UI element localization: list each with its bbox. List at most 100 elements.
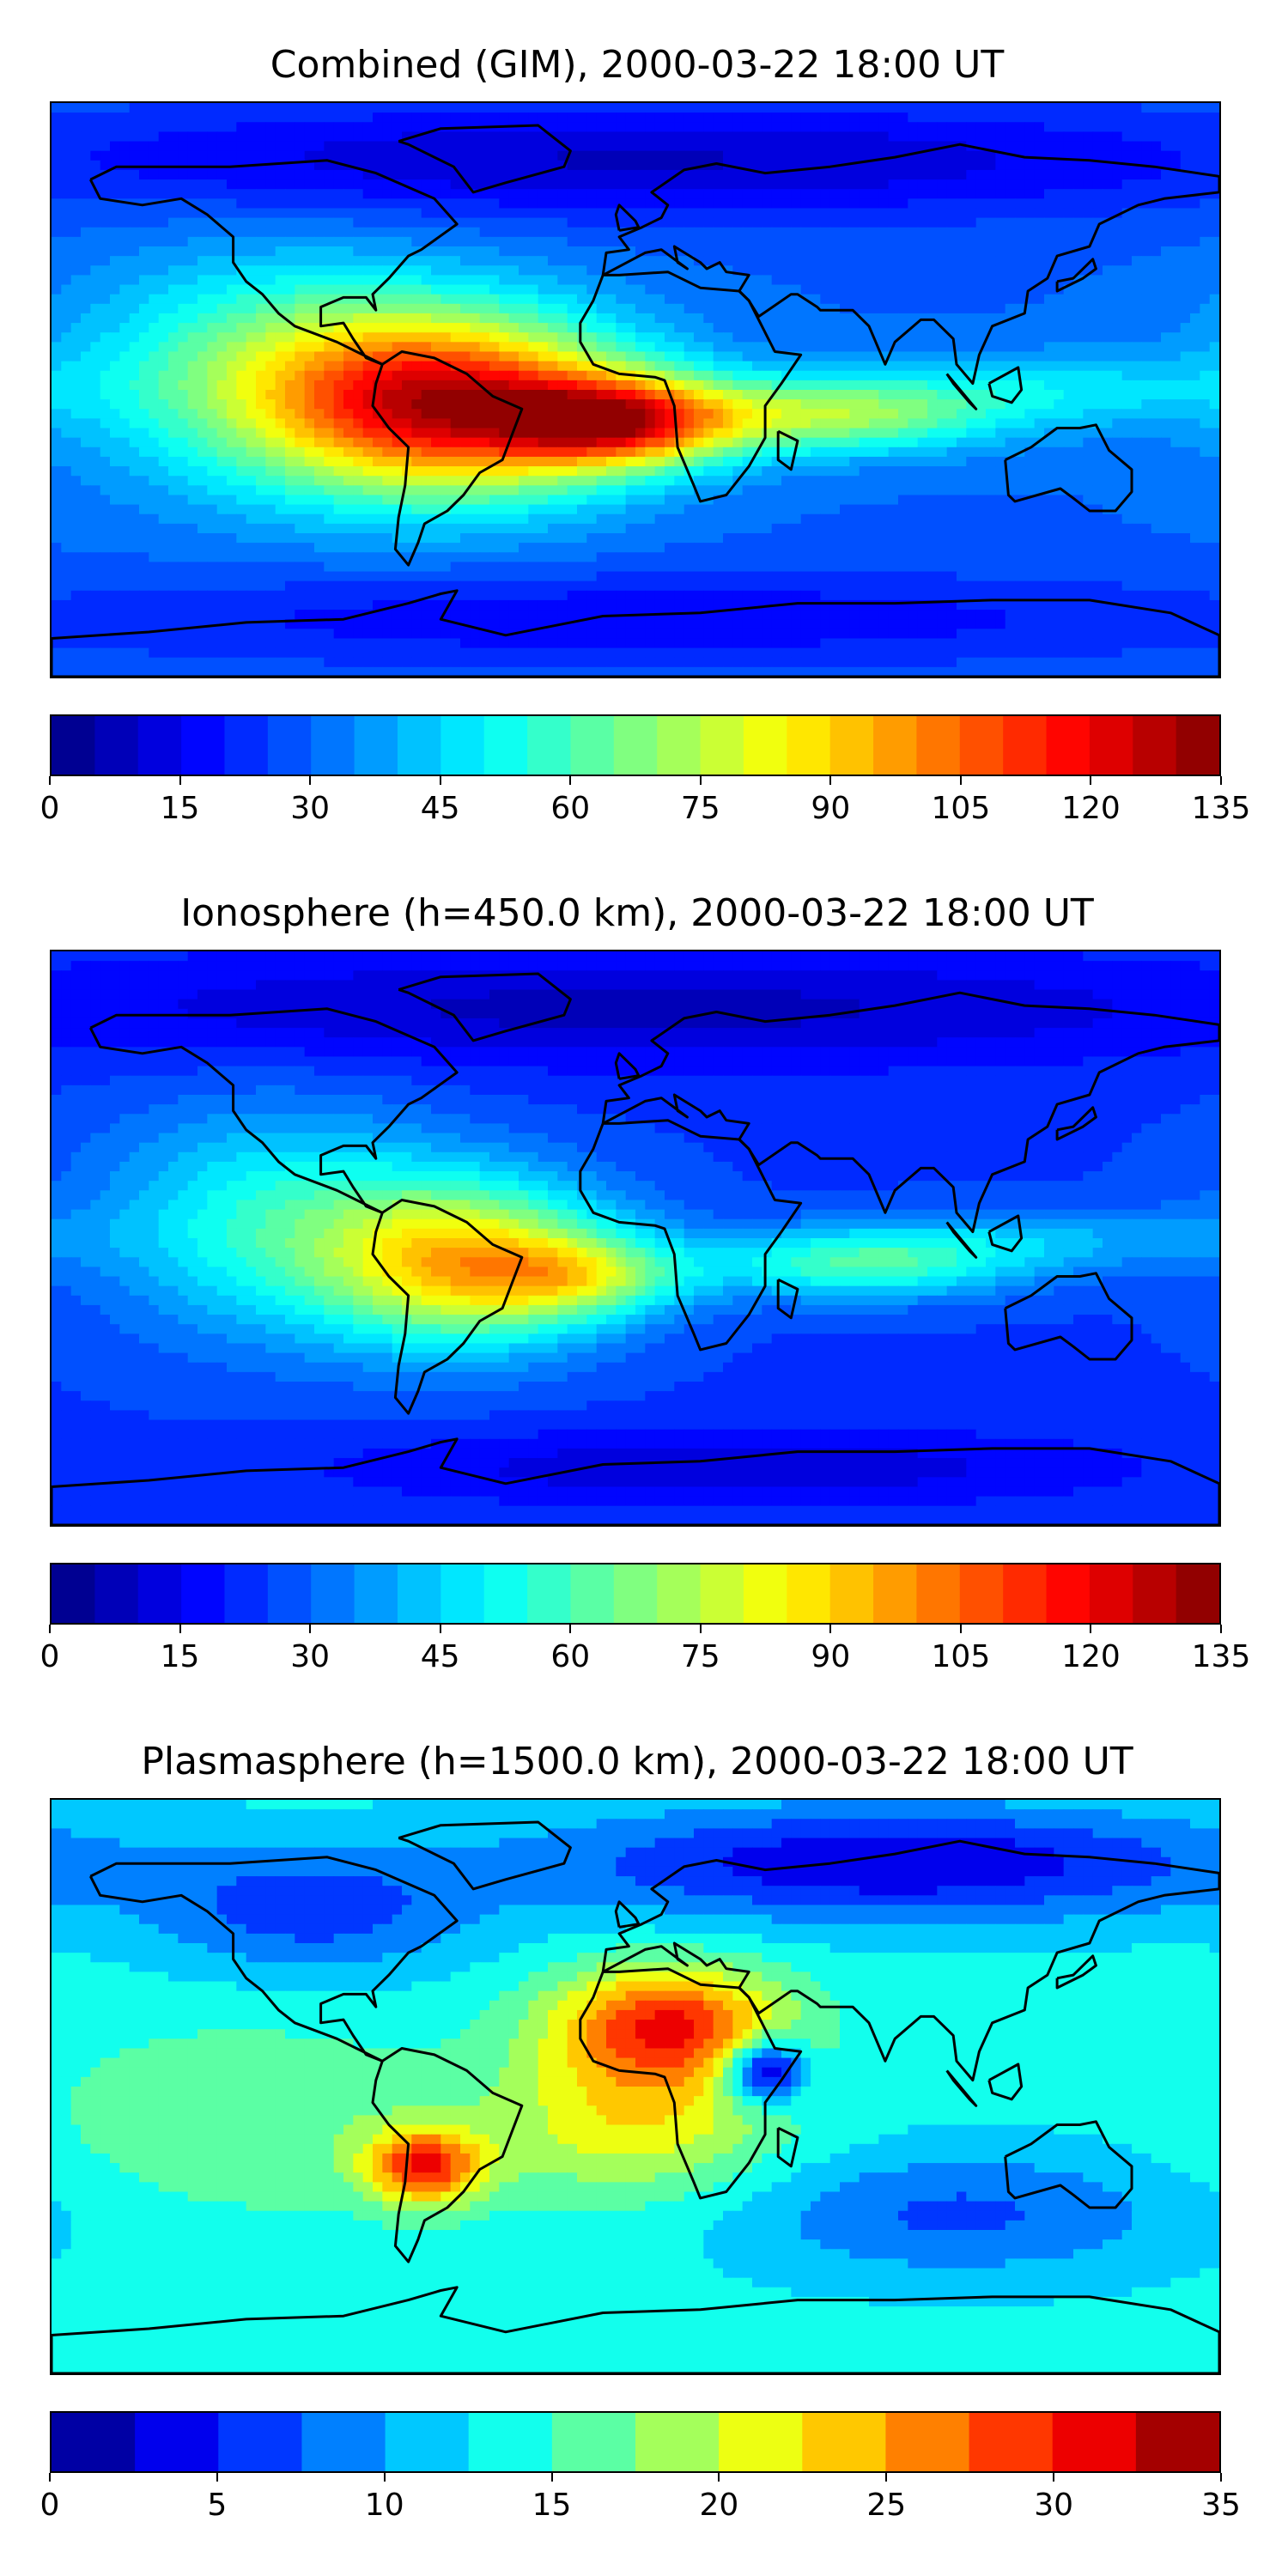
- colorbar-swatch: [137, 1564, 182, 1623]
- colorbar-swatch: [527, 716, 572, 775]
- colorbar-swatch: [354, 1564, 398, 1623]
- colorbar-tick: [718, 2473, 720, 2482]
- colorbar-tick-label: 105: [932, 792, 991, 826]
- colorbar-swatch: [613, 716, 658, 775]
- panel-3-colorbar-ticks: 0 5 10 15 20 25 30 35: [40, 2473, 1241, 2524]
- panel-3-title: Plasmasphere (h=1500.0 km), 2000-03-22 1…: [0, 1740, 1274, 1784]
- colorbar-tick: [1053, 2473, 1055, 2482]
- colorbar-tick-label: 30: [290, 792, 330, 826]
- colorbar-swatch: [743, 1564, 787, 1623]
- colorbar-tick: [439, 776, 441, 785]
- colorbar-tick: [569, 776, 572, 785]
- colorbar-tick-label: 60: [550, 1640, 590, 1674]
- colorbar-tick: [179, 776, 181, 785]
- colorbar-swatch: [52, 2413, 136, 2471]
- colorbar-swatch: [224, 1564, 269, 1623]
- colorbar-swatch: [483, 716, 528, 775]
- colorbar-swatch: [1135, 2413, 1219, 2471]
- colorbar-swatch: [885, 2413, 970, 2471]
- colorbar-swatch: [570, 716, 615, 775]
- colorbar-swatch: [743, 716, 787, 775]
- colorbar-tick-label: 30: [290, 1640, 330, 1674]
- colorbar-tick: [699, 776, 702, 785]
- colorbar-swatch: [181, 716, 226, 775]
- panel-1-title: Combined (GIM), 2000-03-22 18:00 UT: [0, 43, 1274, 88]
- colorbar-swatch: [181, 1564, 226, 1623]
- colorbar-swatch: [700, 716, 744, 775]
- colorbar-tick: [49, 1625, 51, 1633]
- colorbar-swatch: [94, 1564, 139, 1623]
- colorbar-swatch: [719, 2413, 803, 2471]
- colorbar-swatch: [969, 2413, 1054, 2471]
- panel-2-map: [50, 950, 1221, 1527]
- panel-1-map: [50, 101, 1221, 678]
- colorbar-swatch: [468, 2413, 553, 2471]
- colorbar-tick-label: 20: [700, 2488, 739, 2523]
- colorbar-swatch: [527, 1564, 572, 1623]
- colorbar-swatch: [137, 716, 182, 775]
- colorbar-swatch: [1003, 1564, 1048, 1623]
- colorbar-swatch: [311, 1564, 355, 1623]
- colorbar-swatch: [483, 1564, 528, 1623]
- colorbar-tick: [1220, 776, 1222, 785]
- colorbar-tick-label: 30: [1034, 2488, 1073, 2523]
- colorbar-tick-label: 135: [1192, 792, 1251, 826]
- colorbar-tick: [1090, 1625, 1092, 1633]
- colorbar-tick-label: 15: [161, 792, 200, 826]
- colorbar-swatch: [1052, 2413, 1137, 2471]
- colorbar-tick: [550, 2473, 553, 2482]
- panel-3-map: [50, 1798, 1221, 2375]
- panel-1-colorbar: [50, 714, 1221, 776]
- panel-2-colorbar-ticks: 0 15 30 45 60 75 90 105 120 135: [40, 1625, 1250, 1676]
- colorbar-tick: [829, 1625, 832, 1633]
- colorbar-swatch: [873, 1564, 918, 1623]
- colorbar-swatch: [52, 716, 95, 775]
- colorbar-tick: [829, 776, 832, 785]
- colorbar-swatch: [397, 1564, 441, 1623]
- colorbar-swatch: [311, 716, 355, 775]
- colorbar-tick: [1090, 776, 1092, 785]
- colorbar-swatch: [385, 2413, 470, 2471]
- colorbar-tick-label: 60: [550, 792, 590, 826]
- colorbar-swatch: [1133, 716, 1177, 775]
- colorbar-swatch: [1089, 716, 1133, 775]
- colorbar-tick: [216, 2473, 218, 2482]
- colorbar-tick-label: 90: [811, 792, 850, 826]
- colorbar-swatch: [301, 2413, 386, 2471]
- colorbar-swatch: [787, 1564, 831, 1623]
- panel-3-colorbar: [50, 2411, 1221, 2473]
- colorbar-tick: [569, 1625, 572, 1633]
- colorbar-swatch: [700, 1564, 744, 1623]
- colorbar-swatch: [613, 1564, 658, 1623]
- colorbar-tick-label: 10: [365, 2488, 404, 2523]
- colorbar-swatch: [657, 716, 702, 775]
- colorbar-swatch: [1003, 716, 1048, 775]
- colorbar-swatch: [218, 2413, 303, 2471]
- colorbar-tick-label: 45: [421, 1640, 460, 1674]
- colorbar-swatch: [829, 1564, 874, 1623]
- colorbar-tick-label: 75: [681, 1640, 720, 1674]
- colorbar-swatch: [1089, 1564, 1133, 1623]
- colorbar-swatch: [267, 1564, 312, 1623]
- colorbar-swatch: [1046, 716, 1091, 775]
- colorbar-tick: [439, 1625, 441, 1633]
- contour-field: [52, 103, 1219, 677]
- colorbar-tick-label: 5: [207, 2488, 227, 2523]
- colorbar-swatch: [135, 2413, 219, 2471]
- colorbar-swatch: [916, 716, 961, 775]
- colorbar-swatch: [397, 716, 441, 775]
- colorbar-swatch: [440, 716, 485, 775]
- colorbar-tick: [49, 776, 51, 785]
- colorbar-tick: [959, 776, 962, 785]
- panel-2-colorbar: [50, 1563, 1221, 1625]
- colorbar-tick-label: 90: [811, 1640, 850, 1674]
- colorbar-tick: [383, 2473, 386, 2482]
- colorbar-tick: [959, 1625, 962, 1633]
- colorbar-swatch: [959, 716, 1004, 775]
- colorbar-tick: [885, 2473, 888, 2482]
- colorbar-swatch: [94, 716, 139, 775]
- panel-2-title: Ionosphere (h=450.0 km), 2000-03-22 18:0…: [0, 891, 1274, 936]
- colorbar-tick: [49, 2473, 51, 2482]
- colorbar-swatch: [959, 1564, 1004, 1623]
- colorbar-swatch: [916, 1564, 961, 1623]
